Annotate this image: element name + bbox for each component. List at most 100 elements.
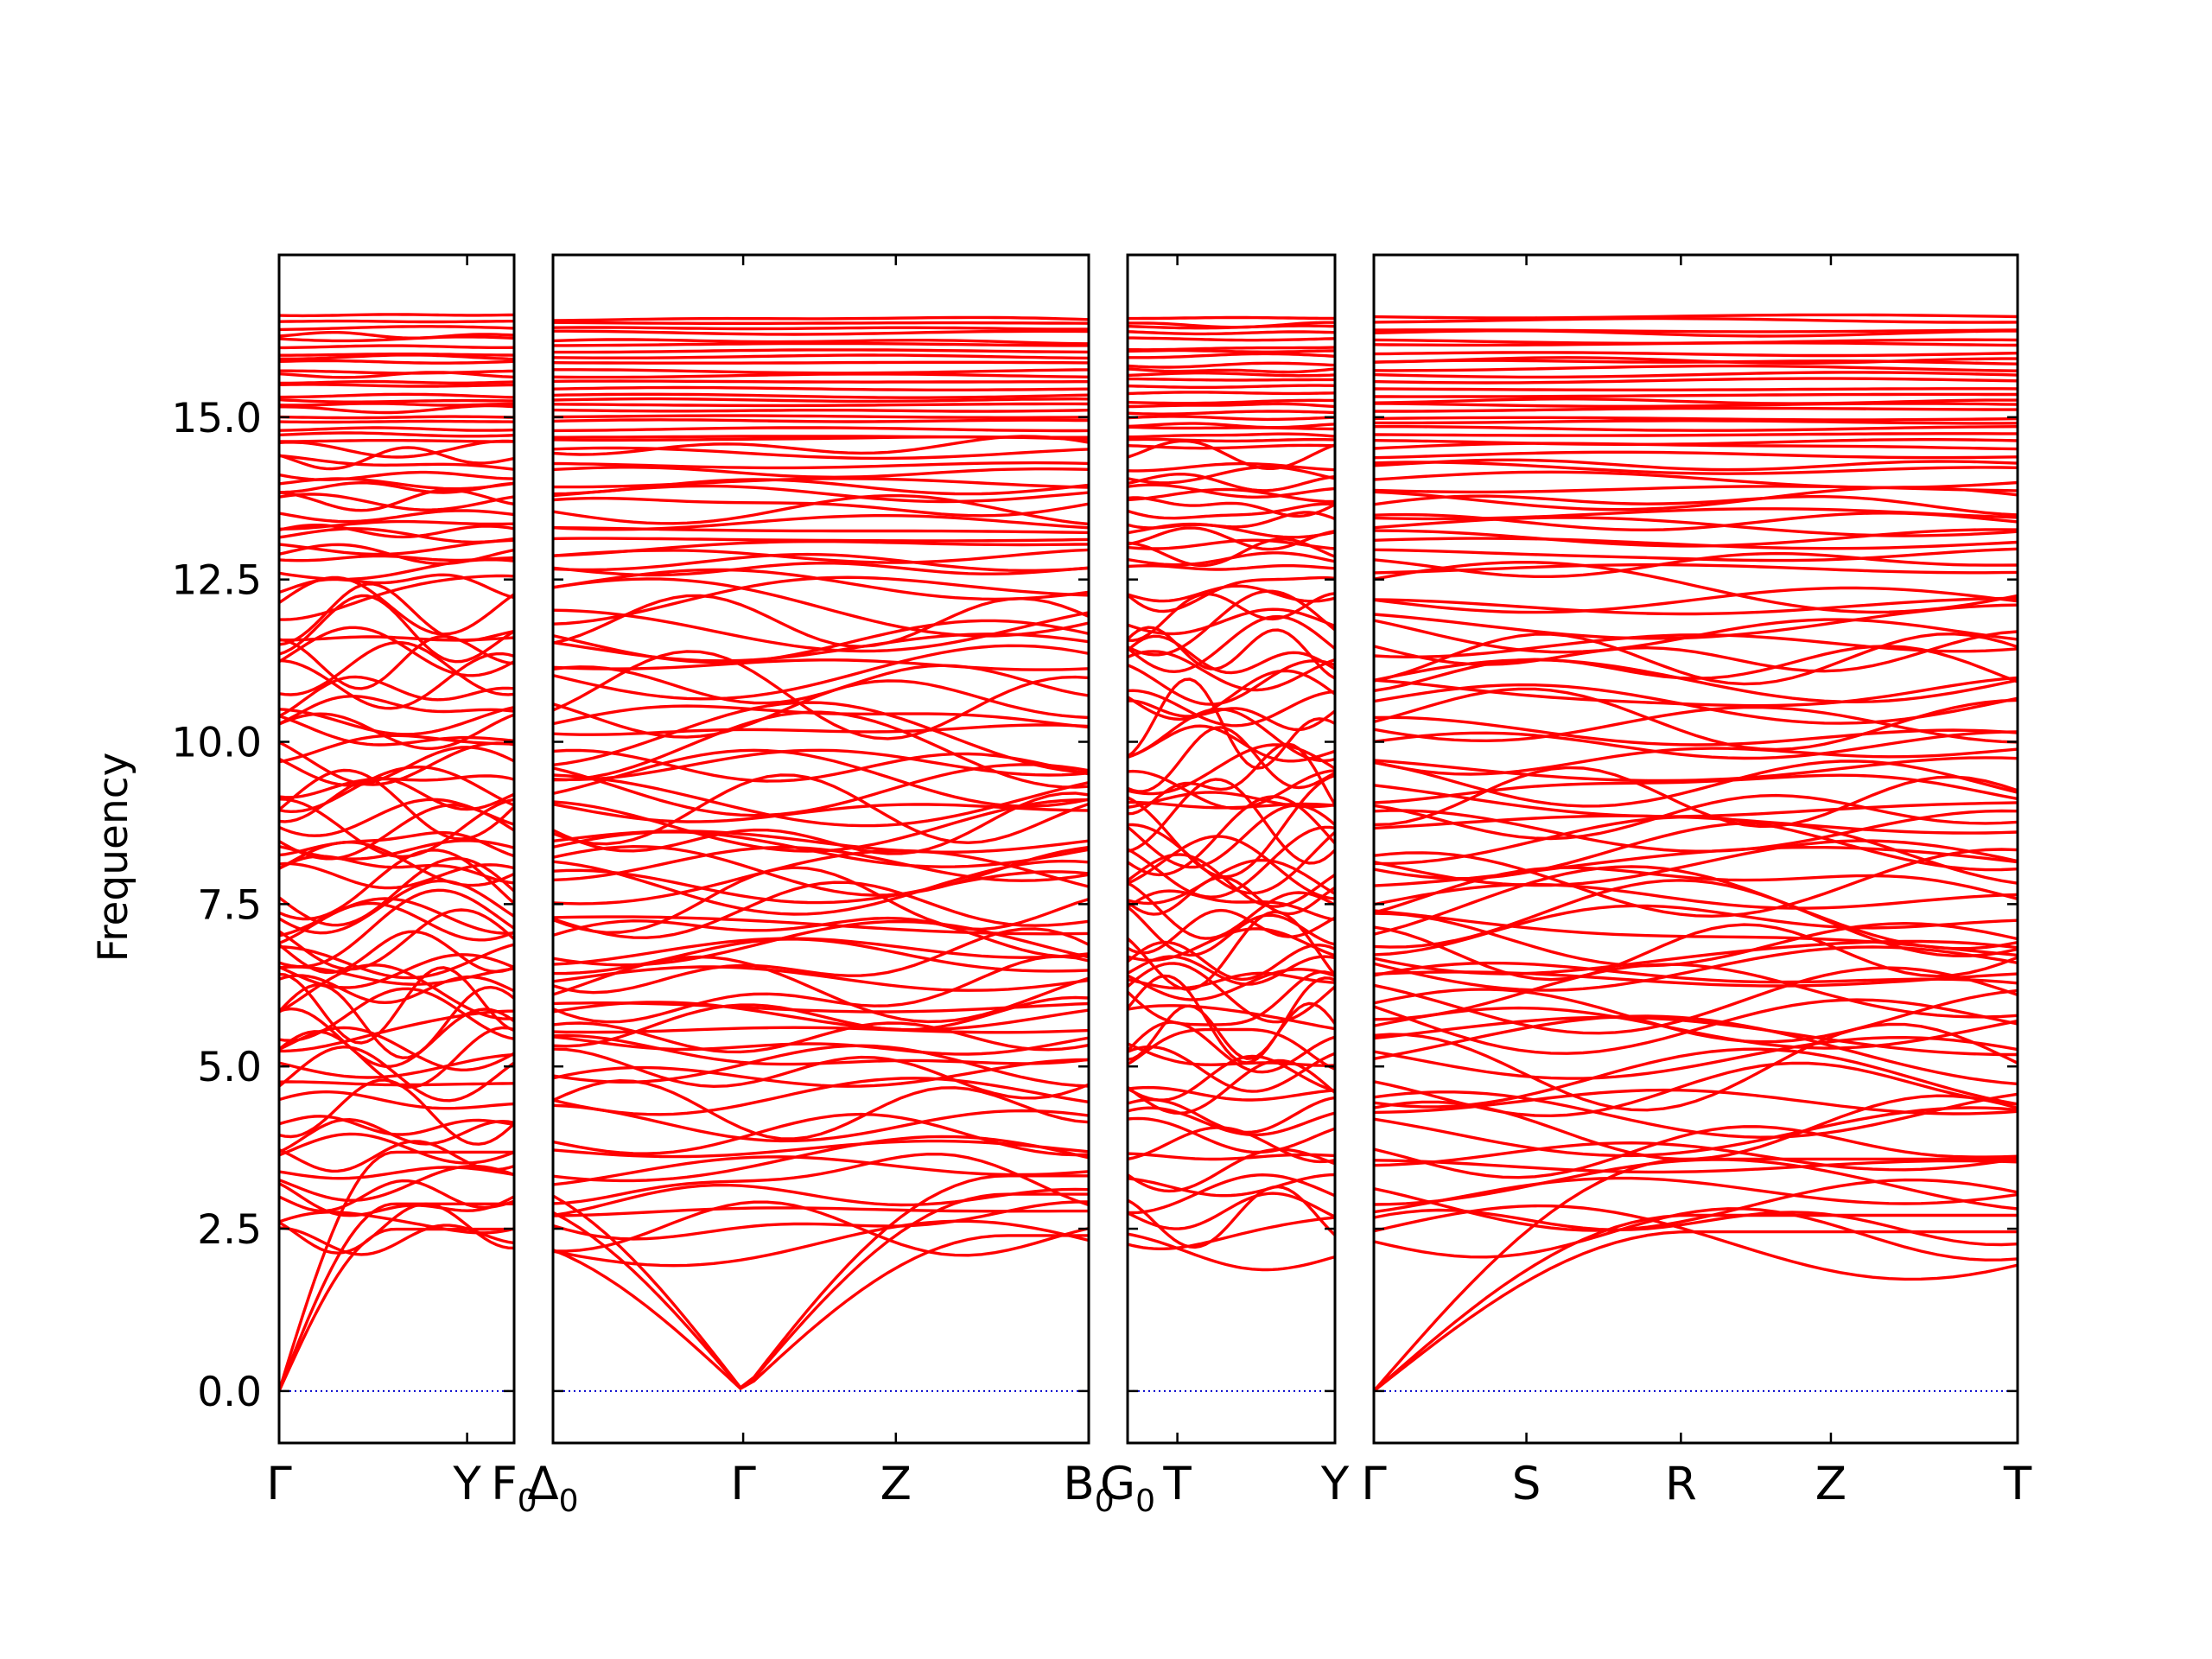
band-4-80 — [1374, 470, 2018, 489]
panel-3: G0 T Y — [1100, 253, 1350, 1519]
q-point-label: S — [1512, 1458, 1541, 1510]
band-2-35 — [553, 880, 1089, 939]
band-4-95 — [1374, 377, 2018, 385]
band-4-10 — [1374, 1141, 2018, 1172]
band-4-47 — [1374, 784, 2018, 818]
band-3-83 — [1128, 432, 1335, 439]
band-2-46 — [553, 773, 1089, 846]
band-4-25 — [1374, 966, 2018, 1035]
band-4-82 — [1374, 458, 2018, 472]
band-3-20 — [1128, 1004, 1335, 1031]
band-4-77 — [1374, 494, 2018, 517]
band-1-38 — [279, 849, 514, 921]
band-3-26 — [1128, 955, 1335, 986]
band-1-39 — [279, 861, 514, 890]
band-1-36 — [279, 879, 514, 935]
band-4-15 — [1374, 1088, 2018, 1116]
band-3-40 — [1128, 795, 1335, 877]
band-2-75 — [553, 514, 1089, 531]
band-4-26 — [1374, 963, 2018, 1021]
band-1-100 — [279, 353, 514, 357]
band-2-100 — [553, 348, 1089, 354]
q-point-label: Δ0 — [527, 1458, 578, 1519]
band-2-73 — [553, 537, 1089, 543]
band-4-18 — [1374, 1022, 2018, 1112]
band-2-93 — [553, 392, 1089, 399]
band-1-85 — [279, 439, 514, 443]
band-4-29 — [1374, 945, 2018, 992]
band-3-63 — [1128, 592, 1335, 643]
band-4-76 — [1374, 507, 2018, 521]
band-2-32 — [553, 919, 1089, 967]
band-3-60 — [1128, 614, 1335, 674]
q-point-label: Γ — [266, 1458, 292, 1510]
band-4-5 — [1374, 1208, 2018, 1247]
band-1-49 — [279, 765, 514, 814]
band-4-41 — [1374, 839, 2018, 887]
q-point-subscript: 0 — [559, 1484, 579, 1519]
panel-1: Γ Y F0 — [266, 253, 537, 1519]
band-2-90 — [553, 408, 1089, 413]
band-3-11 — [1128, 1096, 1335, 1135]
band-1-53 — [279, 734, 514, 764]
band-3-50 — [1128, 724, 1335, 763]
band-3-36 — [1128, 853, 1335, 908]
band-3-85 — [1128, 422, 1335, 429]
band-1-67 — [279, 574, 514, 621]
band-1-78 — [279, 488, 514, 512]
band-2-61 — [553, 658, 1089, 671]
band-3-81 — [1128, 443, 1335, 450]
band-1-64 — [279, 594, 514, 664]
band-3-80 — [1128, 439, 1335, 470]
band-4-81 — [1374, 461, 2018, 475]
band-4-1 — [1374, 1213, 2018, 1393]
band-4-99 — [1374, 356, 2018, 365]
band-3-55 — [1128, 669, 1335, 721]
band-1-88 — [279, 419, 514, 424]
band-4-66 — [1374, 596, 2018, 616]
band-1-0 — [279, 1227, 514, 1392]
band-3-72 — [1128, 511, 1335, 530]
band-2-36 — [553, 866, 1089, 935]
band-2-4 — [553, 1200, 1089, 1257]
band-1-82 — [279, 454, 514, 471]
band-1-29 — [279, 953, 514, 989]
band-3-74 — [1128, 496, 1335, 518]
band-3-12 — [1128, 1085, 1335, 1102]
band-3-23 — [1128, 962, 1335, 1024]
band-2-77 — [553, 496, 1089, 518]
band-3-6 — [1128, 1147, 1335, 1193]
band-2-58 — [553, 650, 1089, 741]
band-3-51 — [1128, 707, 1335, 763]
band-1-75 — [279, 519, 514, 531]
band-1-57 — [279, 695, 514, 726]
band-3-59 — [1128, 626, 1335, 680]
band-3-15 — [1128, 1045, 1335, 1093]
y-tick-label: 5.0 — [197, 1044, 262, 1091]
y-axis: 0.0 2.5 5.0 7.5 10.0 12.5 15.0 — [171, 395, 262, 1416]
band-4-57 — [1374, 683, 2018, 725]
band-2-44 — [553, 791, 1089, 855]
band-4-7 — [1374, 1176, 2018, 1214]
band-3-84 — [1128, 425, 1335, 431]
band-1-103 — [279, 331, 514, 340]
band-1-30 — [279, 943, 514, 980]
band-3-88 — [1128, 402, 1335, 409]
band-2-60 — [553, 644, 1089, 701]
band-4-51 — [1374, 756, 2018, 783]
band-1-59 — [279, 652, 514, 710]
band-2-82 — [553, 461, 1089, 470]
band-4-4 — [1374, 1207, 2018, 1262]
band-2-86 — [553, 435, 1089, 439]
panel-2: Δ0 Γ Z B0 — [527, 253, 1115, 1519]
band-1-71 — [279, 543, 514, 565]
band-1-45 — [279, 798, 514, 859]
band-2-40 — [553, 844, 1089, 897]
band-4-83 — [1374, 450, 2018, 460]
band-3-17 — [1128, 1020, 1335, 1074]
y-tick-label: 12.5 — [171, 557, 262, 605]
band-4-67 — [1374, 586, 2018, 614]
band-3-86 — [1128, 415, 1335, 422]
band-1-51 — [279, 746, 514, 787]
band-4-3 — [1374, 1204, 2018, 1281]
